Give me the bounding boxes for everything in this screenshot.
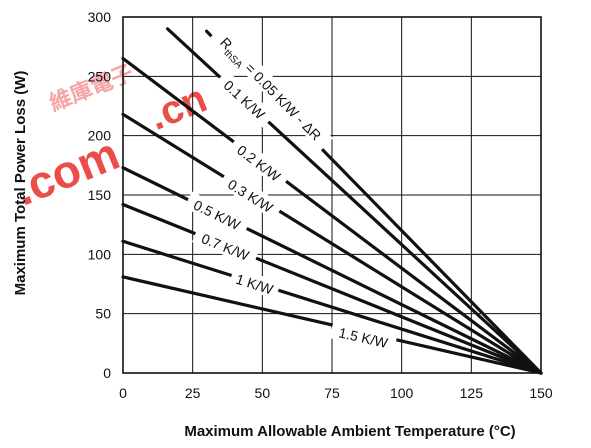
series-line (121, 239, 543, 375)
series-line (121, 112, 543, 375)
x-tick-label: 150 (529, 385, 553, 401)
y-tick-label: 0 (103, 365, 111, 381)
x-tick-label: 75 (324, 385, 340, 401)
y-tick-label: 100 (88, 246, 112, 262)
plot-frame (122, 16, 542, 374)
x-tick-label: 100 (390, 385, 414, 401)
x-tick-label: 25 (185, 385, 201, 401)
y-tick-label: 50 (95, 306, 111, 322)
y-tick-label: 250 (88, 68, 112, 84)
y-tick-label: 300 (88, 9, 112, 25)
y-axis-title: Maximum Total Power Loss (W) (12, 71, 29, 296)
y-tick-label: 150 (88, 187, 112, 203)
x-axis-title: Maximum Allowable Ambient Temperature (°… (184, 423, 515, 440)
x-tick-label: 125 (460, 385, 484, 401)
series-line (121, 56, 543, 375)
x-tick-label: 50 (255, 385, 271, 401)
label-knockout (218, 170, 284, 220)
label-knockout (227, 135, 291, 190)
x-axis-ticks: 0 25 50 75 100 125 150 (119, 385, 553, 401)
label-knockout (228, 267, 281, 300)
label-knockout (192, 225, 260, 267)
series-line (121, 202, 543, 375)
x-tick-label: 0 (119, 385, 127, 401)
label-knockout (214, 70, 276, 128)
label-knockout (184, 191, 251, 237)
series-line (121, 275, 543, 375)
y-tick-label: 200 (88, 128, 112, 144)
y-axis-ticks: 0 50 100 150 200 250 300 (88, 9, 112, 381)
label-knockout (209, 25, 334, 151)
label-knockout (329, 320, 398, 353)
